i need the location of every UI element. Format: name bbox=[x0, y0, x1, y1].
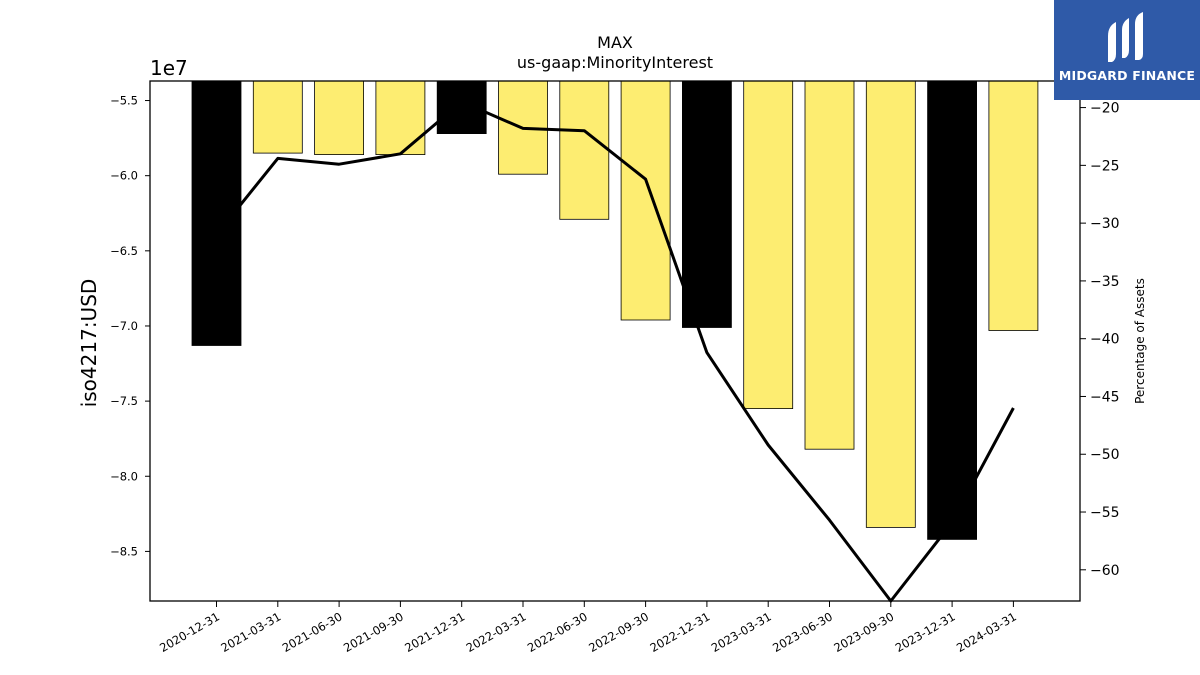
bar-2021-06-30 bbox=[314, 80, 365, 155]
y-tick-label: −6.5 bbox=[110, 244, 138, 258]
x-tick-label: 2023-06-30 bbox=[770, 609, 835, 655]
x-tick-label: 2021-06-30 bbox=[280, 609, 345, 655]
x-tick-label: 2023-09-30 bbox=[831, 609, 896, 655]
y2-tick-label: −60 bbox=[1090, 563, 1120, 579]
y-tick-label: −7.5 bbox=[110, 394, 138, 408]
bar-2021-09-30 bbox=[375, 80, 426, 155]
percent-of-assets-line bbox=[215, 100, 1015, 603]
bar-2022-06-30 bbox=[559, 80, 610, 220]
y-tick-label: −5.5 bbox=[110, 94, 138, 108]
bar-2022-09-30 bbox=[620, 80, 671, 321]
x-tick-label: 2024-03-31 bbox=[954, 609, 1019, 655]
x-tick-label: 2021-09-30 bbox=[341, 609, 406, 655]
x-tick-label: 2023-12-31 bbox=[893, 609, 958, 655]
brand-name: MIDGARD FINANCE bbox=[1058, 68, 1196, 83]
y-axis-label: iso4217:USD bbox=[77, 279, 101, 408]
y-tick-label: −7.0 bbox=[110, 319, 138, 333]
bar-2023-06-30 bbox=[804, 80, 855, 450]
x-tick-label: 2020-12-31 bbox=[157, 609, 222, 655]
y-tick-label: −8.0 bbox=[110, 469, 138, 483]
y2-tick-label: −45 bbox=[1090, 389, 1120, 405]
line-layer bbox=[215, 100, 1015, 603]
y2-tick-label: −25 bbox=[1090, 158, 1120, 174]
bar-2023-09-30 bbox=[865, 80, 916, 528]
x-tick-label: 2022-12-31 bbox=[648, 609, 713, 655]
chart-subtitle: us-gaap:MinorityInterest bbox=[517, 53, 713, 72]
bars-layer bbox=[191, 80, 1039, 540]
bar-2023-03-31 bbox=[743, 80, 794, 410]
y2-axis-label: Percentage of Assets bbox=[1133, 278, 1147, 404]
y2-tick-label: −20 bbox=[1090, 101, 1120, 117]
brand-logo: MIDGARD FINANCE bbox=[1054, 0, 1200, 100]
bar-2022-12-31 bbox=[682, 80, 732, 328]
x-tick-label: 2022-06-30 bbox=[525, 609, 590, 655]
chart-title: MAX bbox=[597, 33, 633, 52]
y2-tick-label: −30 bbox=[1090, 216, 1120, 232]
bar-2021-12-31 bbox=[436, 80, 487, 134]
plot-frame bbox=[149, 80, 1081, 602]
y-tick-label: −6.0 bbox=[110, 169, 138, 183]
y2-tick-label: −35 bbox=[1090, 274, 1120, 290]
x-tick-label: 2022-09-30 bbox=[586, 609, 651, 655]
y2-tick-label: −50 bbox=[1090, 447, 1120, 463]
bar-2021-03-31 bbox=[252, 80, 303, 154]
bar-2023-12-31 bbox=[927, 80, 977, 540]
y-tick-label: −8.5 bbox=[110, 544, 138, 558]
bar-2024-03-31 bbox=[988, 80, 1039, 331]
x-tick-label: 2021-12-31 bbox=[402, 609, 467, 655]
midgard-logo-icon bbox=[1108, 12, 1143, 62]
x-tick-label: 2021-03-31 bbox=[218, 609, 283, 655]
y2-tick-label: −40 bbox=[1090, 332, 1120, 348]
y2-tick-label: −55 bbox=[1090, 505, 1120, 521]
x-tick-label: 2023-03-31 bbox=[709, 609, 774, 655]
x-tick-label: 2022-03-31 bbox=[464, 609, 529, 655]
y-axis-offset-label: 1e7 bbox=[150, 56, 188, 80]
